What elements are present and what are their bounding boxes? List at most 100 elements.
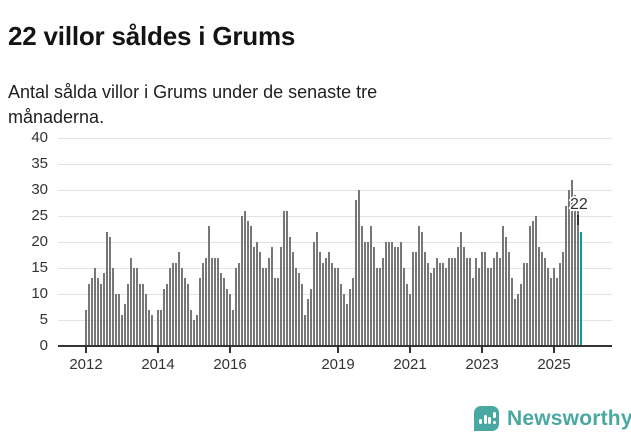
bar: [291, 252, 295, 346]
bar: [84, 309, 88, 346]
bar: [333, 268, 337, 346]
bar: [192, 320, 196, 346]
bar: [249, 226, 253, 346]
gridline: [58, 215, 612, 217]
bar: [426, 262, 430, 346]
bar: [534, 216, 538, 346]
bar: [120, 314, 124, 346]
x-axis-label: 2012: [69, 356, 103, 373]
gridline: [58, 241, 612, 243]
bar: [381, 257, 385, 346]
bar: [354, 200, 358, 346]
bar: [384, 242, 388, 346]
bar: [294, 268, 298, 346]
bar: [351, 278, 355, 346]
bar: [273, 278, 277, 346]
bar: [486, 268, 490, 346]
bar: [264, 268, 268, 346]
y-axis-label: 5: [39, 311, 48, 328]
bar: [258, 252, 262, 346]
bar: [339, 283, 343, 346]
bar: [177, 252, 181, 346]
bar: [180, 268, 184, 346]
bar: [501, 226, 505, 346]
bar: [105, 231, 109, 346]
bar: [198, 278, 202, 346]
bar: [231, 309, 235, 346]
bar: [495, 252, 499, 346]
chart-subtitle: Antal sålda villor i Grums under de sena…: [8, 82, 378, 127]
bar: [225, 288, 229, 346]
bar: [423, 252, 427, 346]
x-axis-label: 2025: [537, 356, 571, 373]
bar: [219, 273, 223, 346]
bar: [144, 294, 148, 346]
y-axis-label: 0: [39, 337, 48, 354]
bar: [288, 236, 292, 346]
bar: [375, 268, 379, 346]
bar: [345, 304, 349, 346]
bar: [528, 226, 532, 346]
bar: [195, 314, 199, 346]
bar: [315, 231, 319, 346]
bar: [135, 268, 139, 346]
bar: [510, 278, 514, 346]
bar: [471, 278, 475, 346]
bar: [396, 247, 400, 346]
bar: [189, 309, 193, 346]
y-axis-label: 15: [31, 259, 48, 276]
y-axis-label: 20: [31, 233, 48, 250]
bar: [552, 268, 556, 346]
bar: [204, 257, 208, 346]
bar: [309, 288, 313, 346]
gridline: [58, 189, 612, 191]
bar: [465, 257, 469, 346]
bar: [519, 283, 523, 346]
bar: [216, 257, 220, 346]
bar: [156, 309, 160, 346]
bar: [450, 257, 454, 346]
current-period-bar: [579, 231, 583, 346]
bar: [243, 210, 247, 346]
page-title: 22 villor såldes i Grums: [8, 21, 296, 52]
bar: [318, 252, 322, 346]
bar: [420, 231, 424, 346]
bar: [93, 268, 97, 346]
bar: [435, 257, 439, 346]
bar: [129, 257, 133, 346]
bar: [498, 257, 502, 346]
bar: [372, 247, 376, 346]
bar: [159, 309, 163, 346]
bar: [246, 221, 250, 346]
bar: [561, 252, 565, 346]
bar: [87, 283, 91, 346]
bar: [468, 257, 472, 346]
bar: [357, 190, 361, 346]
bar: [444, 268, 448, 346]
bar: [369, 226, 373, 346]
bar: [306, 299, 310, 346]
bar: [414, 252, 418, 346]
bar: [183, 278, 187, 346]
bar: [408, 294, 412, 346]
bar: [366, 242, 370, 346]
bar: [126, 283, 130, 346]
y-axis-label: 25: [31, 207, 48, 224]
bar: [474, 257, 478, 346]
bar: [255, 242, 259, 346]
x-axis-label: 2014: [141, 356, 175, 373]
bar: [555, 278, 559, 346]
x-axis-line: [58, 345, 612, 347]
bar: [405, 283, 409, 346]
bar: [327, 252, 331, 346]
x-axis-label: 2016: [213, 356, 247, 373]
bar: [207, 226, 211, 346]
bar: [171, 262, 175, 346]
bar: [402, 268, 406, 346]
bar: [393, 247, 397, 346]
y-axis-label: 35: [31, 155, 48, 172]
bar: [480, 252, 484, 346]
y-axis-label: 30: [31, 181, 48, 198]
x-axis-tick: [337, 347, 339, 353]
